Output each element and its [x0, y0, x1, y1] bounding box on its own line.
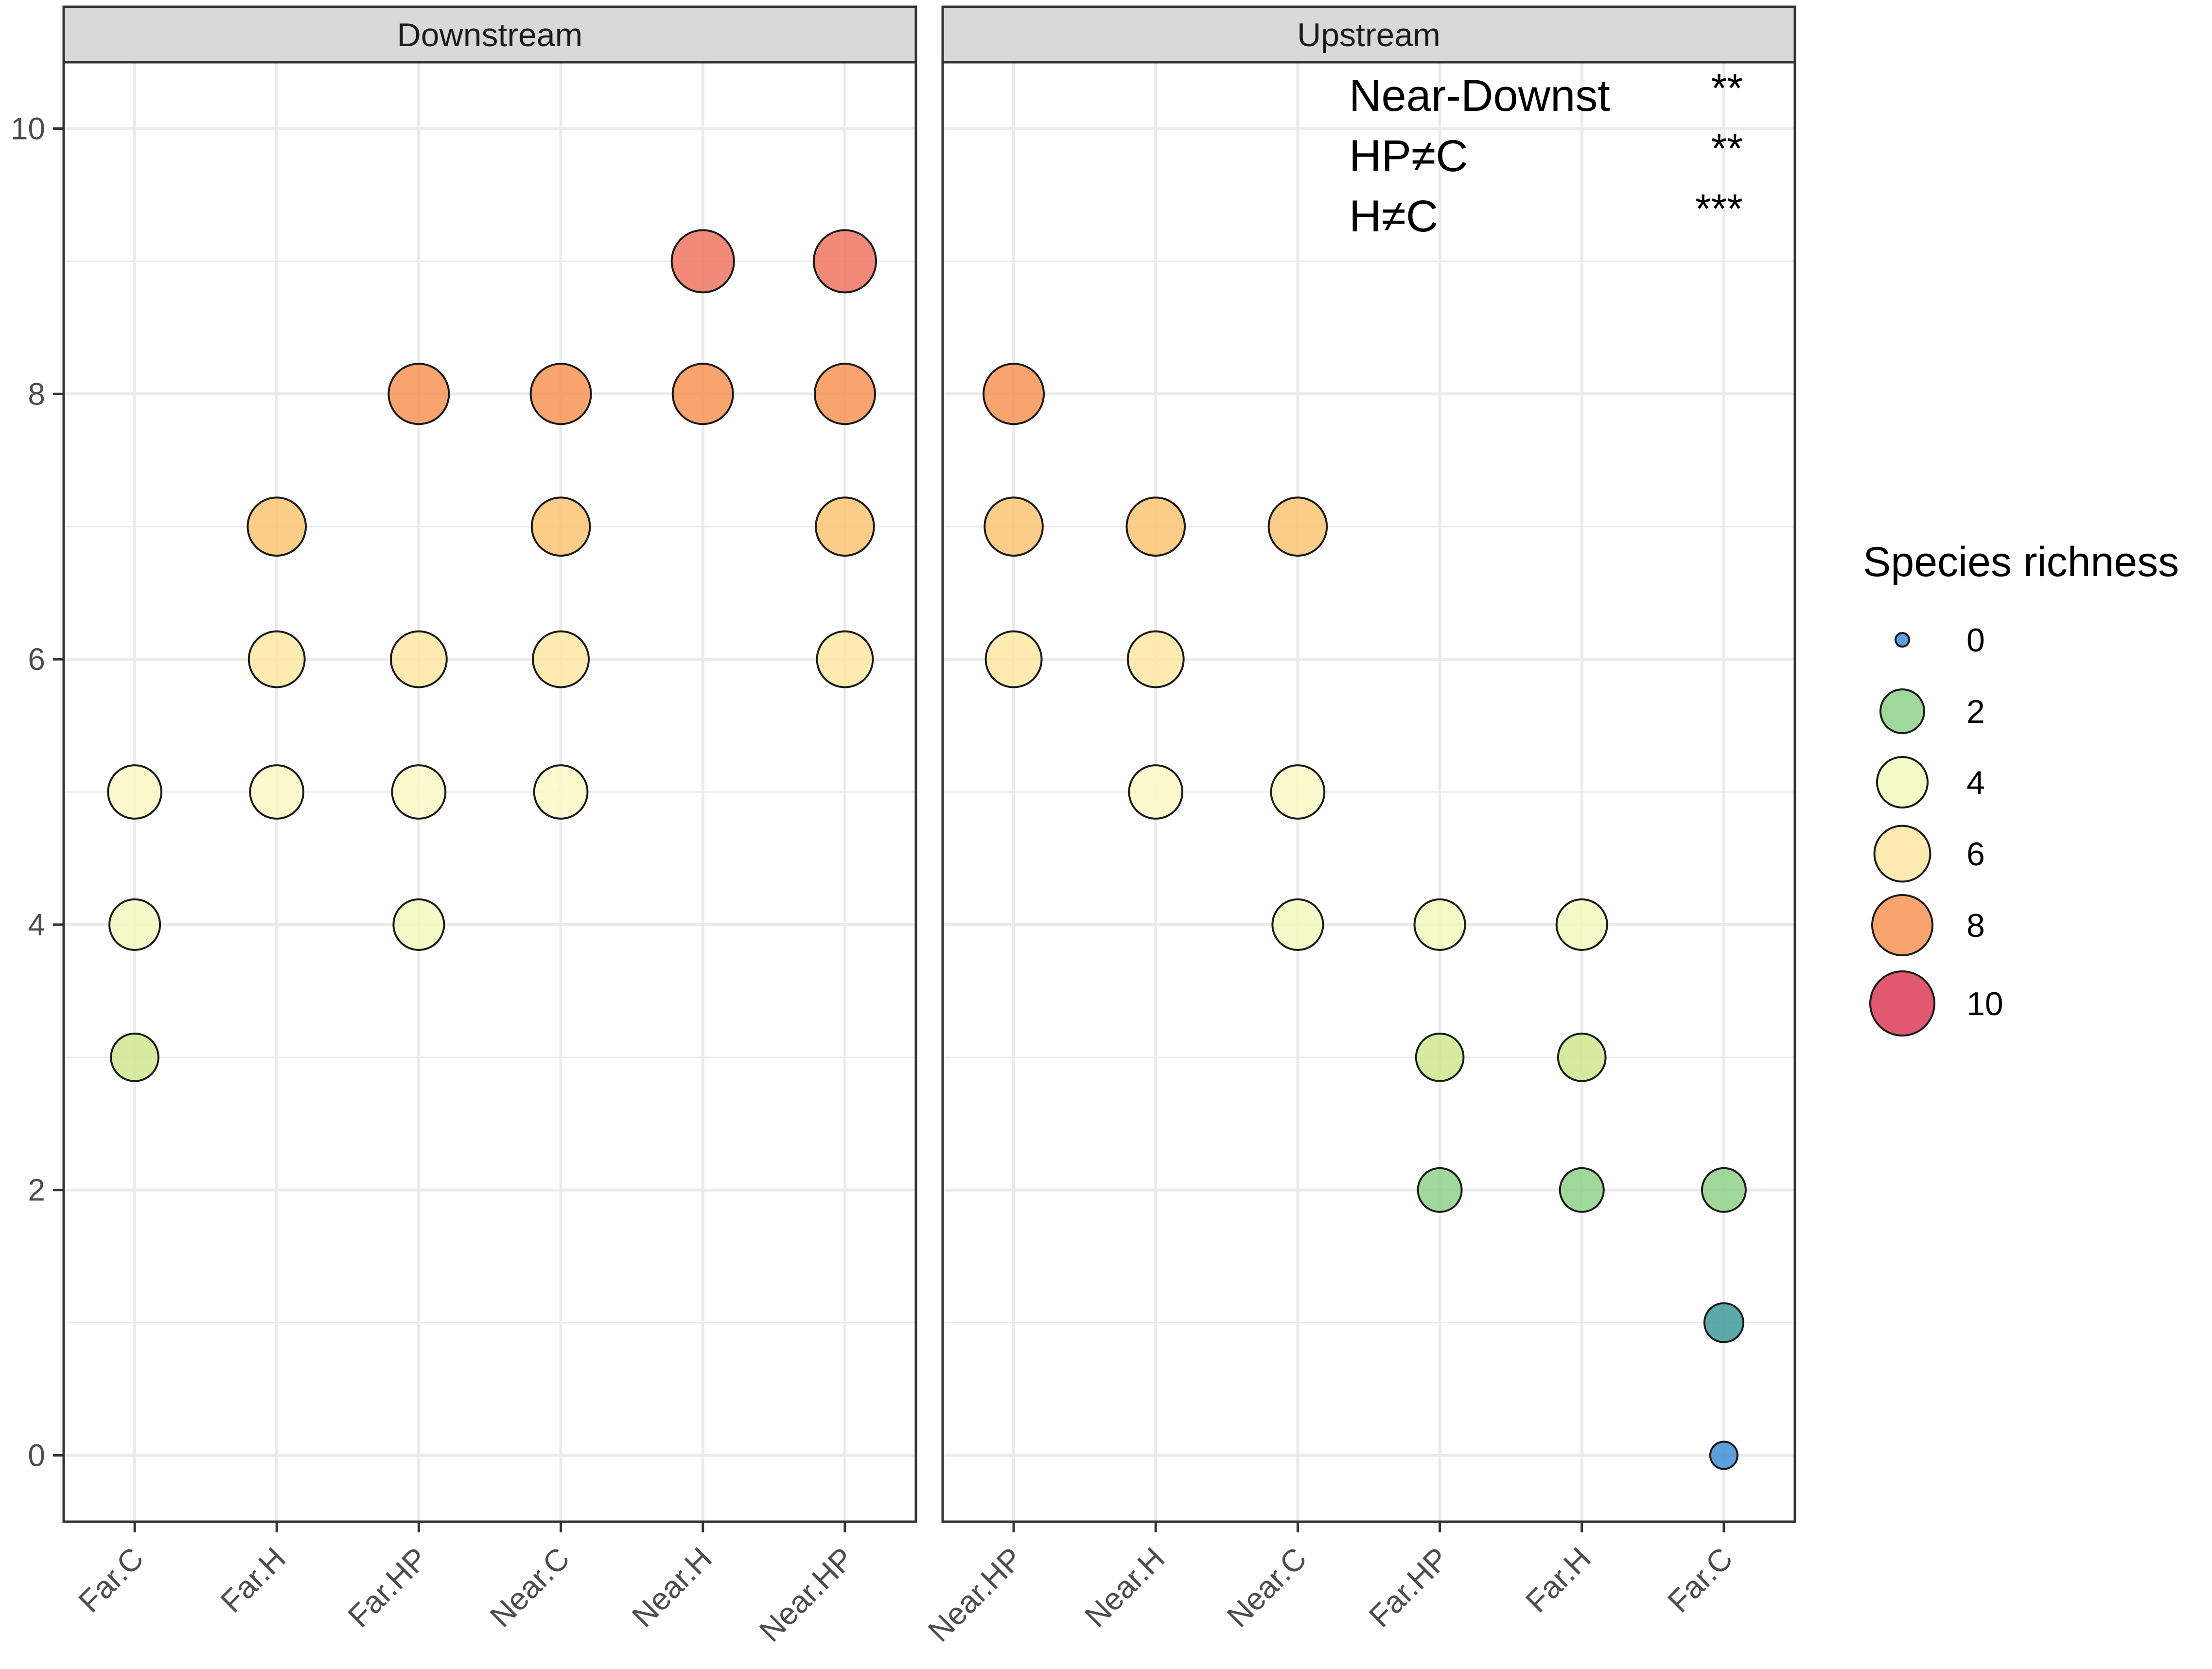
data-point-upstream-far-h-3: [1557, 1033, 1607, 1082]
data-point-downstream-near-hp-6: [816, 630, 874, 688]
data-point-downstream-near-h-8: [671, 363, 734, 425]
data-point-upstream-near-h-5: [1128, 764, 1184, 820]
data-point-downstream-near-h-9: [670, 229, 735, 294]
data-point-downstream-far-c-3: [110, 1033, 159, 1082]
data-point-upstream-far-h-4: [1555, 898, 1608, 951]
annotation-label: Near-Downst: [1349, 71, 1610, 121]
legend-title: Species richness: [1863, 539, 2179, 585]
data-point-upstream-near-h-6: [1126, 630, 1185, 688]
data-point-downstream-near-hp-7: [815, 496, 875, 557]
annotation-significance: ***: [1695, 186, 1743, 231]
data-point-downstream-far-h-7: [246, 496, 307, 557]
y-tick-label: 2: [28, 1173, 45, 1208]
y-tick-label: 4: [28, 907, 45, 942]
data-point-upstream-near-h-7: [1125, 496, 1186, 557]
data-point-downstream-far-hp-4: [392, 898, 445, 951]
legend-label-2: 2: [1966, 693, 1985, 730]
data-point-upstream-far-hp-2: [1417, 1167, 1463, 1213]
data-point-downstream-near-c-5: [533, 764, 589, 820]
data-point-downstream-far-h-5: [249, 764, 305, 820]
legend-key-0: [1895, 632, 1910, 648]
data-point-upstream-far-h-2: [1559, 1167, 1605, 1213]
data-point-upstream-far-c-2: [1701, 1167, 1747, 1213]
annotation-label: H≠C: [1349, 192, 1438, 241]
facet-strip-label: Upstream: [1297, 17, 1440, 53]
data-point-downstream-near-c-6: [532, 630, 590, 688]
data-point-upstream-far-hp-4: [1413, 898, 1466, 951]
data-point-downstream-near-hp-9: [812, 229, 877, 294]
data-point-downstream-far-h-6: [247, 630, 306, 688]
legend-key-10: [1869, 970, 1935, 1037]
data-point-downstream-far-hp-5: [391, 764, 447, 820]
data-point-upstream-near-hp-6: [984, 630, 1043, 688]
data-point-upstream-near-c-7: [1267, 496, 1328, 557]
legend-key-2: [1879, 688, 1925, 734]
data-point-upstream-near-hp-8: [983, 363, 1045, 425]
legend-key-8: [1871, 894, 1933, 956]
facet-strip: [941, 5, 1796, 64]
legend-key-6: [1873, 825, 1931, 883]
data-point-downstream-near-c-8: [529, 363, 592, 425]
data-point-upstream-far-hp-3: [1415, 1033, 1465, 1082]
annotation-significance: **: [1711, 65, 1743, 111]
legend-label-8: 8: [1966, 907, 1985, 944]
legend-label-6: 6: [1966, 836, 1985, 873]
facet-strip: [62, 5, 917, 64]
legend-label-0: 0: [1966, 622, 1985, 659]
data-point-downstream-far-hp-6: [389, 630, 448, 688]
y-tick-label: 10: [11, 111, 45, 146]
data-point-downstream-far-c-5: [107, 764, 162, 820]
data-point-upstream-far-c-0: [1709, 1441, 1738, 1470]
annotation-significance: **: [1711, 125, 1743, 171]
y-tick-label: 6: [28, 642, 45, 677]
data-point-upstream-near-c-5: [1270, 764, 1326, 820]
y-tick-label: 8: [28, 376, 45, 411]
data-point-upstream-near-c-4: [1271, 898, 1324, 951]
legend-label-4: 4: [1966, 764, 1985, 801]
data-point-upstream-far-c-1: [1703, 1302, 1744, 1343]
annotation-label: HP≠C: [1349, 131, 1468, 181]
data-point-downstream-near-hp-8: [813, 363, 876, 425]
y-tick-label: 0: [28, 1438, 45, 1473]
data-point-downstream-far-c-4: [108, 898, 161, 951]
facet-strip-label: Downstream: [397, 17, 583, 53]
data-point-downstream-near-c-7: [530, 496, 591, 557]
data-point-downstream-far-hp-8: [387, 363, 450, 425]
legend-label-10: 10: [1966, 985, 2003, 1022]
legend-key-4: [1876, 755, 1929, 809]
data-point-upstream-near-hp-7: [983, 496, 1044, 557]
